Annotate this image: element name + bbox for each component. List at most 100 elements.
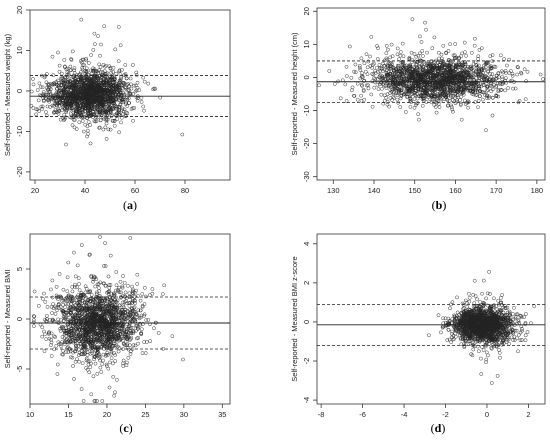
data-point bbox=[445, 98, 450, 102]
data-point bbox=[124, 113, 129, 118]
data-point bbox=[98, 78, 102, 83]
data-point bbox=[124, 85, 128, 90]
data-point bbox=[75, 102, 79, 106]
x-tick-label: 180 bbox=[531, 186, 544, 195]
data-point bbox=[449, 93, 453, 98]
data-point bbox=[141, 75, 146, 80]
x-tick-label: 160 bbox=[449, 186, 462, 195]
data-point bbox=[400, 60, 405, 64]
data-point bbox=[71, 83, 76, 88]
data-point bbox=[112, 80, 117, 85]
data-point bbox=[83, 351, 87, 355]
data-point bbox=[502, 57, 506, 61]
data-point bbox=[432, 35, 437, 40]
data-point bbox=[515, 72, 519, 77]
data-point bbox=[59, 90, 64, 95]
data-point bbox=[433, 66, 438, 71]
data-point bbox=[96, 105, 101, 110]
data-point bbox=[152, 86, 157, 91]
data-point bbox=[104, 137, 109, 141]
data-point bbox=[98, 118, 103, 122]
data-point bbox=[135, 315, 140, 320]
data-point bbox=[458, 71, 462, 75]
data-point bbox=[135, 272, 140, 277]
data-point bbox=[424, 27, 428, 32]
data-point bbox=[73, 77, 77, 82]
data-point bbox=[436, 50, 441, 55]
data-point bbox=[541, 77, 545, 81]
data-point bbox=[432, 76, 436, 80]
data-point bbox=[40, 93, 45, 98]
data-point bbox=[421, 54, 425, 58]
data-point bbox=[73, 315, 78, 320]
data-point bbox=[394, 69, 399, 74]
data-point bbox=[68, 355, 73, 360]
data-point bbox=[135, 80, 140, 85]
data-point bbox=[108, 127, 113, 132]
data-point bbox=[480, 73, 485, 78]
data-point bbox=[422, 94, 426, 99]
data-point bbox=[123, 97, 128, 102]
data-point bbox=[52, 82, 57, 87]
y-tick-label: -10 bbox=[15, 126, 24, 137]
data-point bbox=[127, 291, 132, 296]
data-point bbox=[453, 96, 458, 100]
data-point bbox=[469, 50, 474, 55]
data-point bbox=[477, 76, 482, 81]
data-point bbox=[107, 385, 112, 390]
data-point bbox=[112, 118, 117, 123]
data-point bbox=[435, 72, 440, 77]
data-point bbox=[114, 283, 119, 288]
data-point bbox=[91, 297, 96, 302]
data-point bbox=[466, 70, 470, 75]
data-point bbox=[406, 71, 411, 76]
data-point bbox=[414, 88, 418, 93]
data-point bbox=[136, 308, 141, 313]
data-point bbox=[457, 85, 462, 90]
data-point bbox=[430, 86, 434, 90]
data-point bbox=[370, 104, 375, 109]
data-point bbox=[429, 88, 434, 93]
data-point bbox=[130, 297, 135, 302]
data-point bbox=[406, 86, 411, 91]
data-point bbox=[129, 82, 133, 87]
data-point bbox=[79, 291, 84, 295]
data-point bbox=[458, 84, 463, 89]
data-point bbox=[395, 46, 400, 51]
data-point bbox=[76, 87, 81, 92]
data-point bbox=[496, 89, 501, 94]
data-point bbox=[77, 303, 82, 308]
data-point bbox=[396, 66, 401, 71]
data-point bbox=[372, 85, 377, 90]
data-point bbox=[97, 82, 102, 87]
data-point bbox=[68, 304, 73, 309]
data-point bbox=[128, 308, 132, 313]
data-point bbox=[459, 64, 464, 68]
data-point bbox=[476, 98, 481, 103]
data-point bbox=[56, 302, 61, 307]
data-point bbox=[66, 317, 70, 322]
data-point bbox=[101, 109, 106, 114]
data-point bbox=[397, 87, 402, 92]
data-point bbox=[142, 312, 147, 317]
data-point bbox=[88, 68, 93, 73]
data-point bbox=[112, 123, 117, 128]
data-point bbox=[366, 86, 371, 91]
data-point bbox=[97, 109, 102, 114]
data-point bbox=[416, 71, 421, 76]
data-point bbox=[67, 76, 72, 81]
data-point bbox=[110, 323, 115, 328]
data-point bbox=[411, 67, 415, 72]
data-point bbox=[389, 69, 393, 73]
data-point bbox=[434, 93, 438, 98]
data-point bbox=[511, 86, 515, 91]
data-point bbox=[444, 94, 448, 99]
data-point bbox=[79, 243, 84, 247]
scatter-panel-b: 130 140 150 160 170 180-30-20-1001020Self-rep… bbox=[290, 7, 546, 195]
data-point bbox=[113, 390, 117, 395]
data-point bbox=[70, 123, 75, 128]
data-point bbox=[71, 74, 76, 79]
data-point bbox=[143, 351, 148, 355]
data-point bbox=[74, 344, 78, 349]
data-point bbox=[453, 75, 458, 80]
